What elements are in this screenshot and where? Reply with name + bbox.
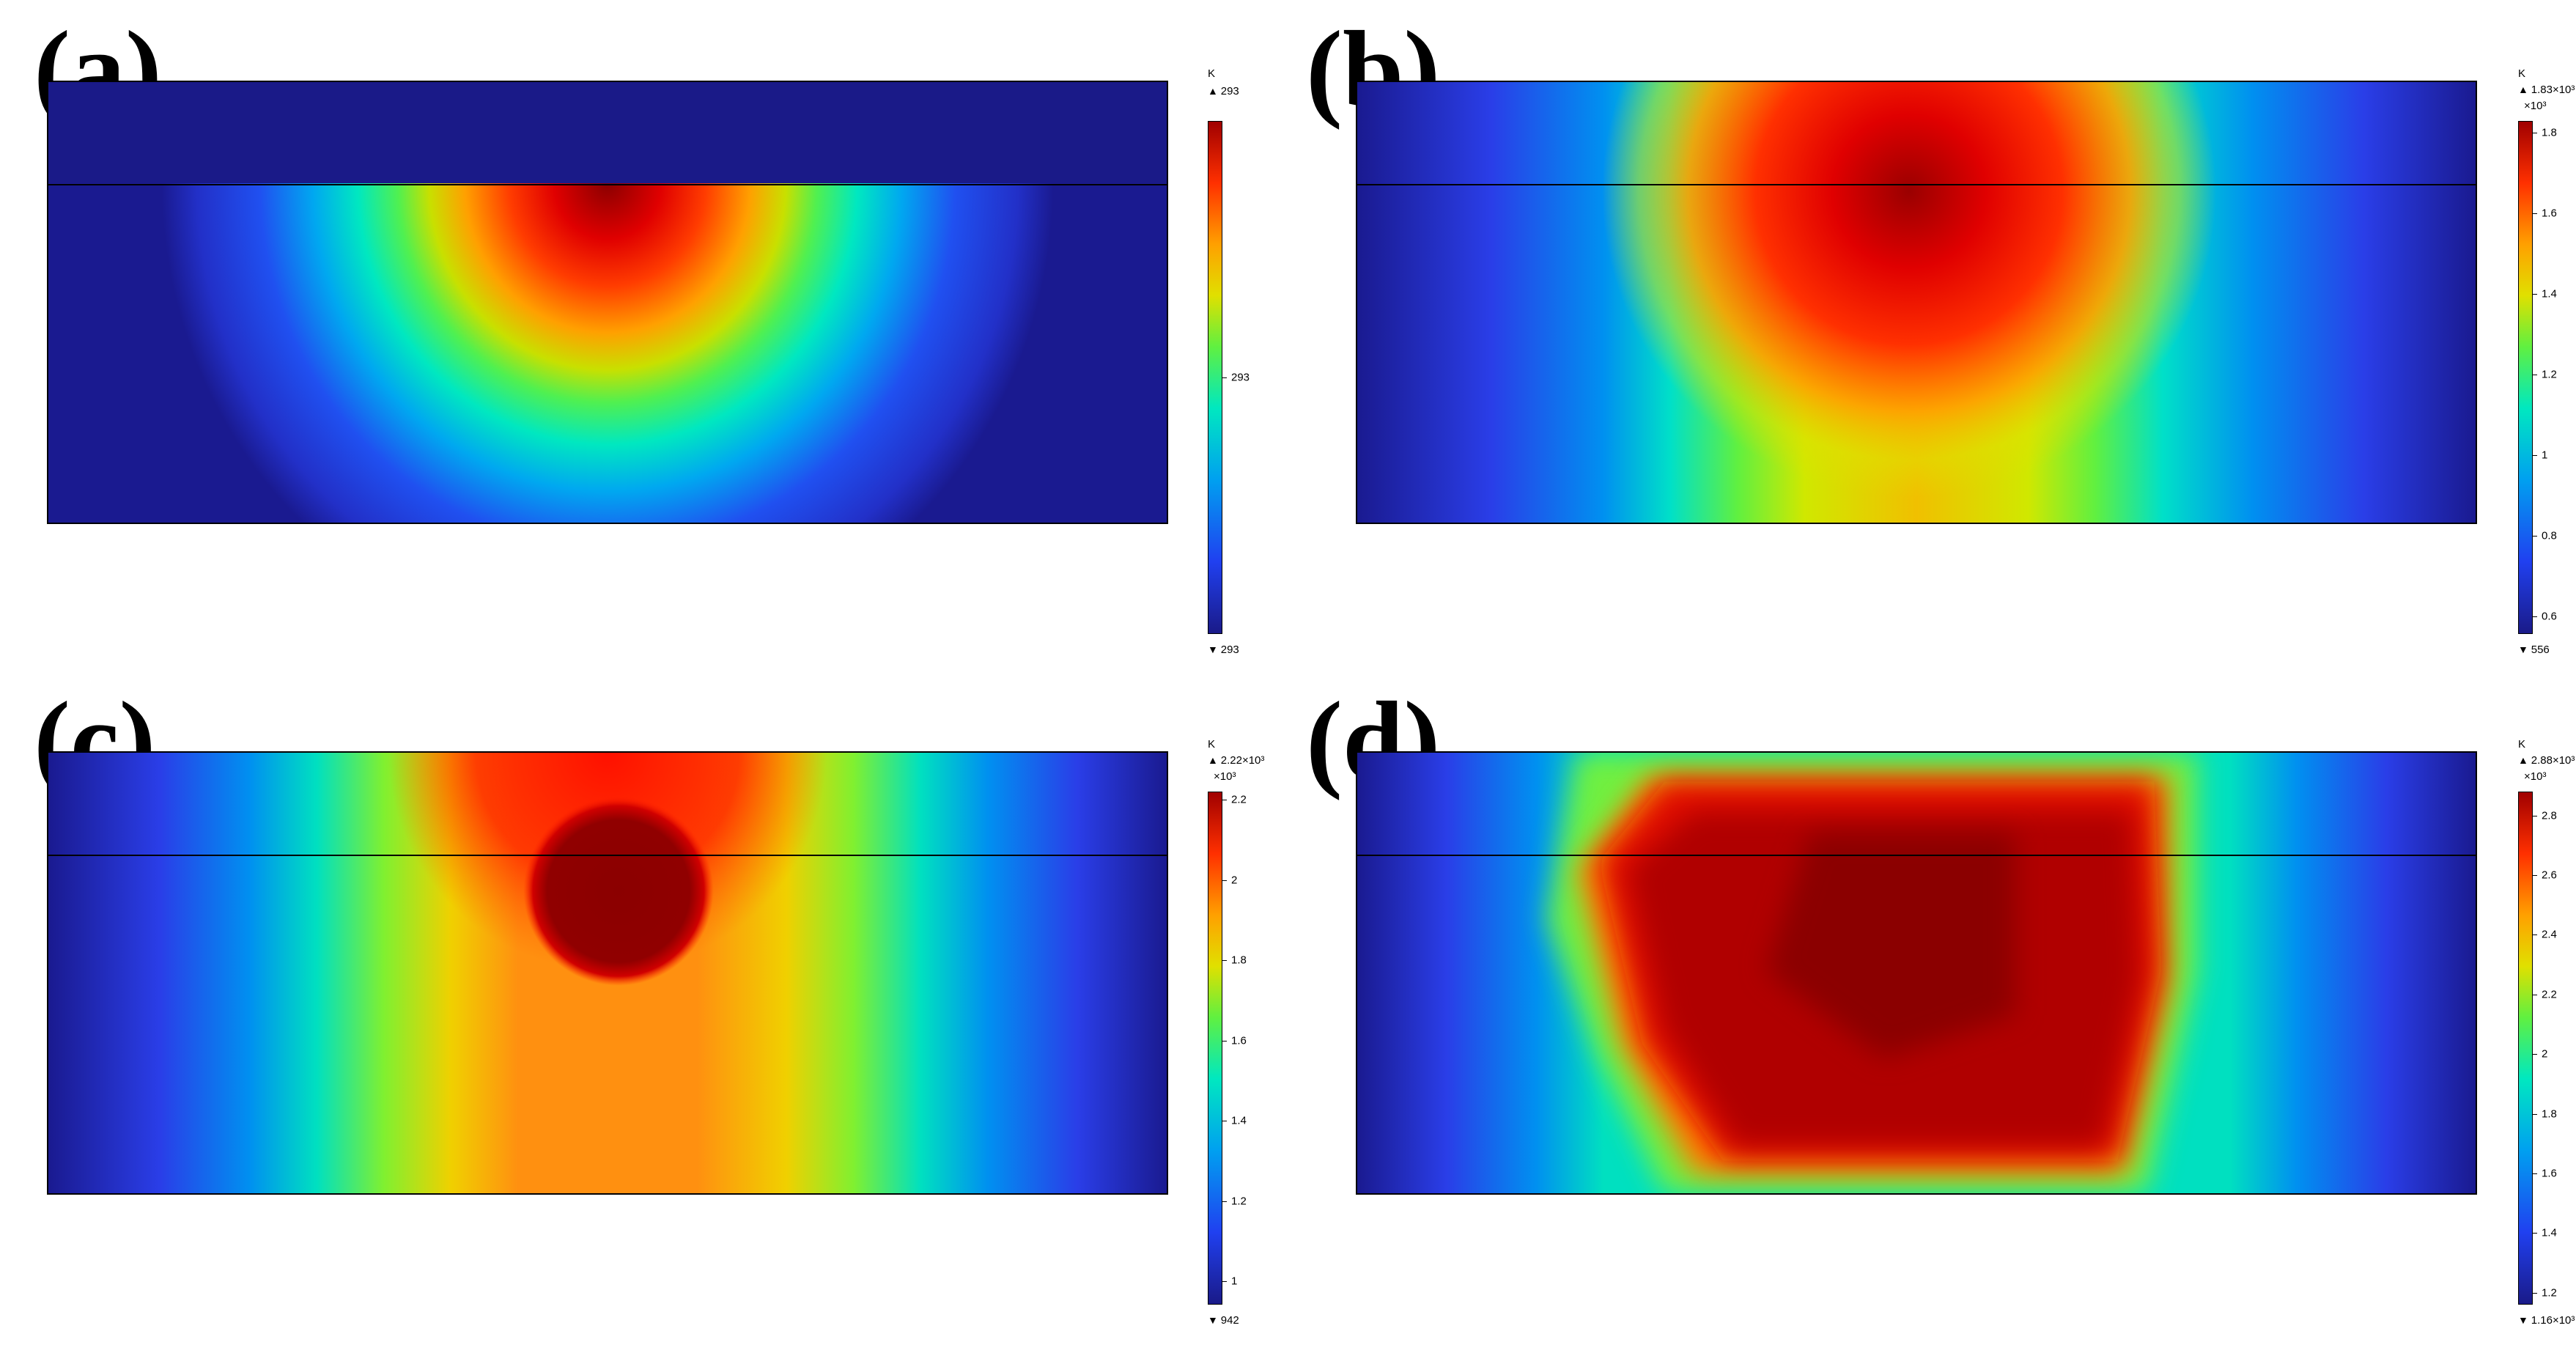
colorbar-unit: K [2518, 738, 2526, 751]
heatmap-plot [47, 81, 1168, 524]
colorbar-unit: K [1208, 67, 1216, 80]
layer-boundary [1357, 184, 2476, 185]
heatmap-field [1357, 753, 2476, 1193]
colorbar-min: ▼ 293 [1208, 644, 1239, 656]
colorbar-tick-label: 1.6 [2542, 1167, 2557, 1180]
colorbar-tick-label: 2.8 [2542, 809, 2557, 822]
colorbar-tick-label: 1.4 [2542, 1226, 2557, 1239]
colorbar: K ▲ 2.88×10³ ×10³ ▼ 1.16×10³ 1.2 1.4 1.6 1.… [2486, 671, 2576, 1352]
colorbar-exponent: ×10³ [2524, 770, 2547, 783]
colorbar-tick-label: 1.6 [2542, 207, 2557, 220]
panel-a: (a) K [0, 0, 1288, 682]
colorbar-min: ▼ 942 [1208, 1314, 1239, 1327]
colorbar-max: ▲ 2.22×10³ [1208, 754, 1265, 767]
colorbar-tick-mark [2533, 1054, 2537, 1055]
colorbar-tick-mark [1222, 960, 1227, 962]
colorbar-tick-label: 2.4 [2542, 928, 2557, 941]
heatmap-field [48, 82, 1167, 523]
colorbar-exponent: ×10³ [1214, 770, 1236, 783]
colorbar-tick-label: 1.8 [2542, 126, 2557, 139]
colorbar-tick-mark [2533, 1173, 2537, 1174]
colorbar-tick-mark [2533, 1113, 2537, 1115]
layer-boundary [1357, 855, 2476, 856]
colorbar-unit: K [2518, 67, 2526, 80]
colorbar-tick-label: 1.6 [1231, 1034, 1247, 1047]
colorbar-tick-mark [2533, 874, 2537, 876]
colorbar-min: ▼ 1.16×10³ [2518, 1314, 2575, 1327]
colorbar-tick-label: 0.8 [2542, 529, 2557, 542]
colorbar-tick-label: 1.8 [2542, 1107, 2557, 1121]
colorbar-tick-label: 1 [2542, 449, 2548, 462]
colorbar-tick-mark [2533, 616, 2537, 617]
colorbar-max: ▲ 293 [1208, 85, 1239, 97]
colorbar-tick-mark [1222, 377, 1227, 378]
colorbar-tick-label: 1 [1231, 1275, 1238, 1288]
colorbar-exponent: ×10³ [2524, 100, 2547, 112]
colorbar: K ▲ 293 ▼ 293 293 [1176, 0, 1285, 682]
colorbar-gradient [2518, 121, 2533, 634]
colorbar-tick-mark [1222, 1201, 1227, 1202]
heatmap-plot [47, 751, 1168, 1195]
heatmap-field [48, 753, 1167, 1193]
colorbar-gradient [1208, 121, 1222, 634]
heatmap-plot [1356, 81, 2477, 524]
colorbar-tick-mark [2533, 535, 2537, 537]
colorbar-tick-label: 1.2 [1231, 1195, 1247, 1208]
colorbar-tick-label: 1.4 [2542, 287, 2557, 301]
colorbar-tick-mark [1222, 1281, 1227, 1283]
heatmap-field [1357, 82, 2476, 523]
colorbar-tick-mark [1222, 880, 1227, 881]
panel-c: (c) [0, 671, 1288, 1352]
colorbar-tick-label: 1.4 [1231, 1114, 1247, 1127]
colorbar-gradient [2518, 792, 2533, 1305]
colorbar-tick-mark [2533, 934, 2537, 936]
colorbar-min: ▼ 556 [2518, 644, 2550, 656]
colorbar-tick-mark [1222, 1040, 1227, 1042]
layer-boundary [48, 855, 1167, 856]
colorbar-tick-mark [2533, 294, 2537, 295]
panel-b: (b) [1275, 0, 2575, 682]
colorbar: K ▲ 1.83×10³ ×10³ ▼ 556 0.6 0.8 1 1.2 1.4 1.6… [2486, 0, 2576, 682]
colorbar-max: ▲ 2.88×10³ [2518, 754, 2575, 767]
colorbar-unit: K [1208, 738, 1216, 751]
colorbar-tick-label: 2 [2542, 1047, 2548, 1061]
colorbar-tick-label: 2.2 [1231, 793, 1247, 806]
colorbar-tick-label: 0.6 [2542, 610, 2557, 623]
heatmap-plot [1356, 751, 2477, 1195]
colorbar-tick-label: 1.2 [2542, 368, 2557, 381]
colorbar-tick-mark [2533, 455, 2537, 457]
colorbar-tick-label: 2.2 [2542, 988, 2557, 1001]
colorbar-tick-label: 293 [1231, 371, 1250, 384]
colorbar-tick-label: 1.2 [2542, 1286, 2557, 1300]
colorbar-tick-mark [2533, 1233, 2537, 1234]
colorbar-tick-label: 1.8 [1231, 954, 1247, 967]
colorbar-tick-label: 2.6 [2542, 869, 2557, 882]
colorbar-max: ▲ 1.83×10³ [2518, 84, 2575, 96]
colorbar-gradient [1208, 792, 1222, 1305]
panel-d: (d) [1275, 671, 2575, 1352]
colorbar-tick-mark [2533, 213, 2537, 215]
colorbar-tick-label: 2 [1231, 874, 1238, 886]
layer-boundary [48, 184, 1167, 185]
colorbar-tick-mark [2533, 1292, 2537, 1294]
colorbar: K ▲ 2.22×10³ ×10³ ▼ 942 1 1.2 1.4 1.6 1.8 2 2.… [1176, 671, 1285, 1352]
